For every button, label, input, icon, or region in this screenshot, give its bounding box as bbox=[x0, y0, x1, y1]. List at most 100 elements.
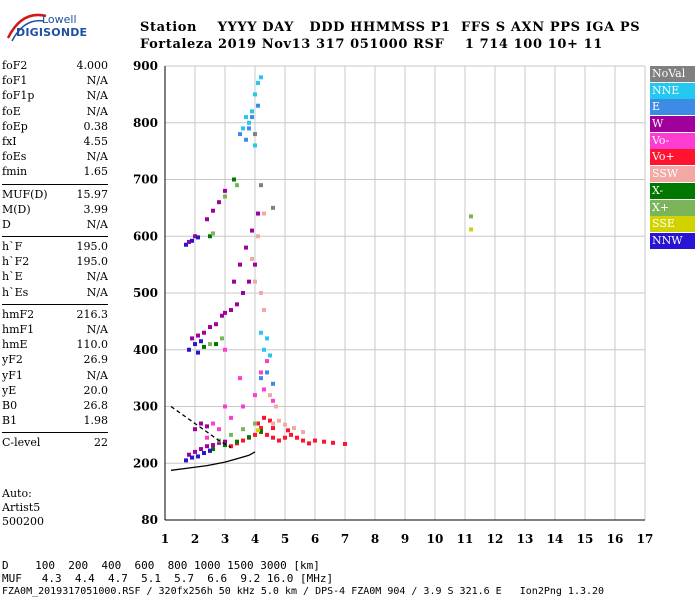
data-point bbox=[322, 439, 326, 444]
data-point bbox=[205, 424, 209, 429]
param-separator bbox=[2, 303, 108, 305]
data-point bbox=[211, 447, 215, 452]
param-row: foEp 0.38 bbox=[2, 120, 108, 135]
y-tick-label: 80 bbox=[141, 513, 158, 527]
data-point bbox=[190, 336, 194, 341]
data-point bbox=[241, 291, 245, 295]
polarization-legend: NoVal NNE E W Vo- Vo+ SSW X- X+ SSE NNW bbox=[650, 66, 695, 250]
param-row: h`Es N/A bbox=[2, 286, 108, 301]
x-tick-label: 7 bbox=[341, 532, 349, 546]
legend-item: NNW bbox=[650, 232, 695, 249]
y-tick-label: 400 bbox=[133, 343, 158, 357]
param-name: h`Es bbox=[2, 285, 29, 299]
data-point bbox=[223, 443, 227, 448]
data-point bbox=[196, 235, 200, 240]
data-point bbox=[250, 115, 254, 120]
param-value: N/A bbox=[86, 104, 108, 118]
data-point bbox=[238, 376, 242, 381]
x-tick-label: 14 bbox=[547, 532, 564, 546]
data-point bbox=[331, 440, 335, 445]
data-point bbox=[223, 188, 227, 193]
data-point bbox=[250, 109, 254, 114]
data-point bbox=[259, 376, 263, 381]
param-value: 26.9 bbox=[83, 353, 109, 367]
y-tick-label: 700 bbox=[133, 173, 158, 187]
data-point bbox=[259, 429, 263, 434]
data-point bbox=[247, 126, 251, 131]
legend-item: Vo+ bbox=[650, 149, 695, 166]
data-point bbox=[250, 228, 254, 233]
param-row: hmF2 216.3 bbox=[2, 308, 108, 323]
data-point bbox=[271, 426, 275, 431]
data-point bbox=[217, 200, 221, 205]
param-row: foF1 N/A bbox=[2, 74, 108, 89]
data-point bbox=[262, 415, 266, 420]
data-point bbox=[469, 214, 473, 219]
data-point bbox=[193, 234, 197, 239]
data-point bbox=[286, 428, 290, 433]
param-value: 0.38 bbox=[83, 119, 109, 133]
data-point bbox=[259, 370, 263, 375]
param-value: 1.98 bbox=[83, 414, 109, 428]
data-point bbox=[265, 359, 269, 364]
data-point bbox=[235, 183, 239, 188]
y-tick-label: 900 bbox=[133, 59, 158, 73]
param-value: 15.97 bbox=[76, 187, 109, 201]
legend-item: SSW bbox=[650, 166, 695, 183]
legend-item: X+ bbox=[650, 199, 695, 216]
data-point bbox=[256, 421, 260, 426]
data-point bbox=[277, 418, 281, 423]
param-row: yE 20.0 bbox=[2, 384, 108, 399]
data-point bbox=[292, 426, 296, 431]
data-point bbox=[205, 444, 209, 449]
data-point bbox=[265, 336, 269, 341]
param-name: foEp bbox=[2, 119, 28, 133]
param-value: 110.0 bbox=[76, 338, 109, 352]
data-point bbox=[244, 115, 248, 120]
data-point bbox=[223, 404, 227, 409]
param-value: N/A bbox=[86, 270, 108, 284]
data-point bbox=[253, 432, 257, 437]
data-point bbox=[241, 404, 245, 409]
param-row: C-level 22 bbox=[2, 436, 108, 451]
data-point bbox=[253, 279, 257, 284]
data-point bbox=[253, 132, 257, 137]
data-point bbox=[196, 333, 200, 338]
data-point bbox=[211, 231, 215, 236]
param-name: h`F bbox=[2, 240, 23, 254]
data-point bbox=[184, 242, 188, 247]
data-point bbox=[241, 126, 245, 131]
data-point bbox=[208, 448, 212, 453]
x-tick-label: 2 bbox=[191, 532, 199, 546]
param-row: h`E N/A bbox=[2, 270, 108, 285]
param-row: yF2 26.9 bbox=[2, 353, 108, 368]
x-tick-label: 1 bbox=[161, 532, 169, 546]
data-point bbox=[259, 330, 263, 335]
param-row: fxI 4.55 bbox=[2, 135, 108, 150]
data-point bbox=[259, 75, 263, 80]
x-tick-label: 8 bbox=[371, 532, 379, 546]
lowell-logo: Lowell DIGISONDE bbox=[2, 8, 87, 50]
data-point bbox=[220, 313, 224, 318]
header-labels: Station YYYY DAY DDD HHMMSS P1 FFS S AXN… bbox=[140, 20, 641, 35]
logo-brand-line2: DIGISONDE bbox=[16, 26, 88, 39]
trace-curve bbox=[170, 405, 232, 448]
param-name: hmF2 bbox=[2, 307, 35, 321]
data-point bbox=[205, 217, 209, 222]
data-point bbox=[211, 208, 215, 213]
param-name: hmF1 bbox=[2, 323, 35, 336]
data-point bbox=[271, 421, 275, 426]
param-row: fmin 1.65 bbox=[2, 165, 108, 180]
data-point bbox=[190, 455, 194, 460]
data-point bbox=[262, 387, 266, 392]
param-value: 216.3 bbox=[76, 307, 109, 321]
param-value: 195.0 bbox=[76, 255, 109, 269]
data-point bbox=[256, 81, 260, 86]
x-tick-label: 9 bbox=[401, 532, 409, 546]
data-point bbox=[271, 205, 275, 210]
data-point bbox=[199, 447, 203, 452]
y-tick-label: 600 bbox=[133, 229, 158, 243]
param-value: 22 bbox=[94, 436, 108, 450]
y-tick-label: 300 bbox=[133, 400, 158, 414]
